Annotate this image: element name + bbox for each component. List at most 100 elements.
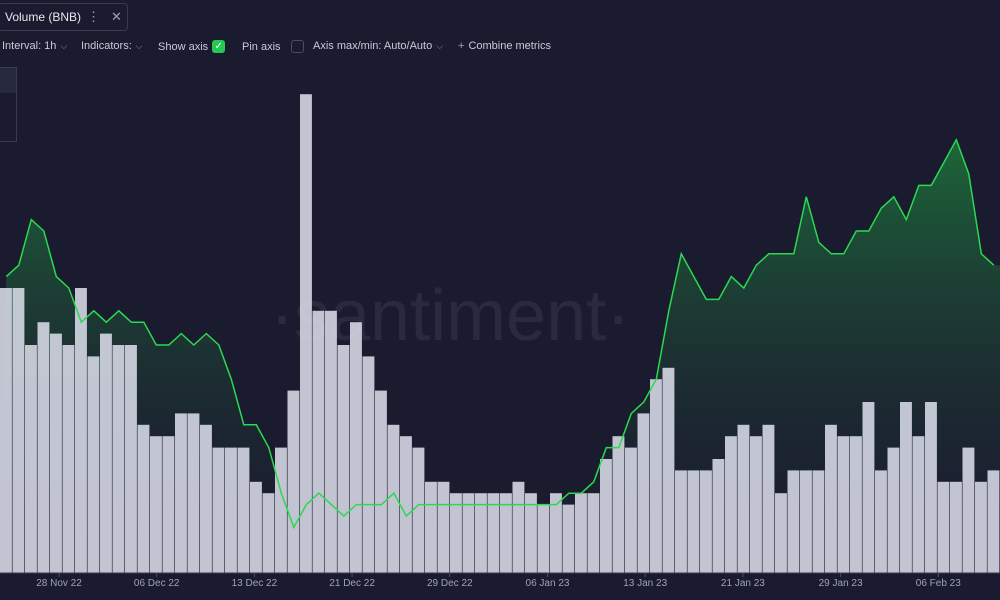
plus-icon: + (458, 40, 465, 52)
volume-bar (137, 424, 150, 573)
close-icon[interactable]: ✕ (111, 9, 122, 24)
volume-bars (0, 94, 1000, 573)
volume-bar (787, 470, 800, 573)
x-tick-label: 13 Dec 22 (232, 578, 278, 589)
volume-bar (212, 447, 225, 573)
volume-bar (200, 424, 212, 573)
axis-maxmin-label: Axis max/min: Auto/Auto (313, 40, 433, 52)
show-axis-toggle[interactable]: Show axis ✓ (158, 40, 226, 53)
volume-bar (412, 447, 425, 573)
x-tick-label: 21 Jan 23 (721, 578, 765, 589)
volume-bar (487, 493, 500, 573)
volume-bar (987, 470, 1000, 573)
volume-bar (337, 345, 350, 573)
volume-bar (887, 447, 900, 573)
interval-label: Interval: 1h (2, 40, 57, 52)
volume-bar (712, 459, 725, 573)
volume-bar (375, 390, 387, 573)
volume-bar (325, 310, 337, 573)
x-tick-label: 21 Dec 22 (329, 578, 375, 589)
legend-panel[interactable] (0, 67, 17, 142)
volume-bar (287, 390, 300, 573)
volume-bar (37, 322, 50, 573)
pin-axis-label: Pin axis (242, 40, 281, 53)
volume-bar (975, 481, 987, 573)
x-tick-label: 13 Jan 23 (623, 578, 667, 589)
volume-bar (912, 436, 925, 573)
volume-bar (587, 493, 600, 573)
volume-bar (87, 356, 100, 573)
chevron-down-icon: ⌵ (436, 40, 444, 51)
volume-bar (62, 345, 75, 573)
volume-bar (162, 436, 175, 573)
volume-bar (500, 493, 512, 573)
volume-bar (25, 345, 37, 573)
legend-header (0, 68, 16, 93)
volume-bar (837, 436, 850, 573)
volume-bar (537, 504, 550, 573)
volume-bar (937, 481, 950, 573)
volume-bar (737, 424, 750, 573)
volume-bar (850, 436, 862, 573)
volume-bar (425, 481, 437, 573)
volume-bar (775, 493, 787, 573)
volume-bar (562, 504, 575, 573)
checkbox-empty-icon[interactable] (290, 40, 304, 53)
x-tick-label: 29 Dec 22 (427, 578, 473, 589)
volume-bar (650, 379, 662, 573)
volume-bar (237, 447, 250, 573)
pin-axis-toggle[interactable]: Pin axis (242, 40, 304, 53)
volume-bar (725, 436, 737, 573)
volume-bar (75, 288, 87, 573)
checkbox-checked-icon[interactable]: ✓ (212, 40, 226, 53)
volume-bar (300, 94, 312, 573)
volume-bar (462, 493, 475, 573)
x-tick-label: 29 Jan 23 (819, 578, 863, 589)
combine-metrics-label: Combine metrics (468, 40, 551, 52)
volume-bar (800, 470, 812, 573)
volume-bar (662, 367, 675, 573)
x-axis: 28 Nov 22 06 Dec 22 13 Dec 22 21 Dec 22 29 D… (0, 572, 1000, 589)
metric-tab[interactable]: Volume (BNB) ⋮ ✕ (0, 3, 128, 31)
volume-bar (637, 413, 650, 573)
x-tick-label: 06 Dec 22 (134, 578, 180, 589)
axis-maxmin-select[interactable]: Axis max/min: Auto/Auto ⌵ (313, 40, 443, 52)
volume-bar (50, 333, 62, 573)
volume-bar (600, 459, 612, 573)
volume-bar (187, 413, 200, 573)
more-vert-icon[interactable]: ⋮ (87, 9, 100, 24)
volume-bar (275, 447, 287, 573)
volume-bar (825, 424, 837, 573)
combine-metrics-button[interactable]: + Combine metrics (458, 40, 551, 52)
volume-bar (875, 470, 887, 573)
volume-bar (675, 470, 687, 573)
volume-bar (550, 493, 562, 573)
volume-bar (262, 493, 275, 573)
volume-bar (450, 493, 462, 573)
volume-bar (962, 447, 975, 573)
volume-bar (762, 424, 775, 573)
indicators-label: Indicators: (81, 40, 132, 52)
volume-bar (12, 288, 25, 573)
volume-bar (925, 402, 937, 573)
volume-bar (0, 288, 12, 573)
volume-bar (525, 493, 537, 573)
volume-bar (387, 424, 400, 573)
price-line (5, 137, 995, 530)
volume-bar (475, 493, 487, 573)
volume-bar (125, 345, 137, 573)
volume-bar (350, 322, 362, 573)
chevron-down-icon: ⌵ (60, 40, 68, 51)
volume-bar (512, 481, 525, 573)
volume-bar (225, 447, 237, 573)
volume-bar (312, 310, 325, 573)
volume-bar (750, 436, 762, 573)
indicators-select[interactable]: Indicators: ⌵ (81, 40, 143, 52)
volume-bar (950, 481, 962, 573)
volume-bar (812, 470, 825, 573)
interval-select[interactable]: Interval: 1h ⌵ (2, 40, 67, 52)
volume-bar (900, 402, 912, 573)
volume-bar (100, 333, 112, 573)
x-tick-label: 06 Jan 23 (526, 578, 570, 589)
